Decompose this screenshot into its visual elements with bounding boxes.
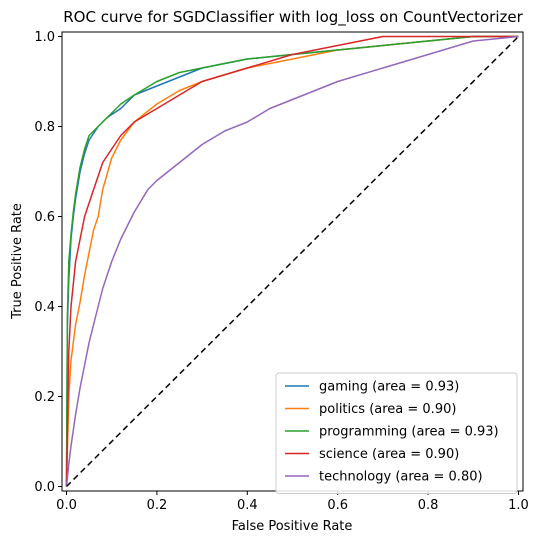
legend-label-0: gaming (area = 0.93): [319, 380, 459, 395]
x-tick-label: 0.4: [237, 498, 258, 513]
series-line-3: [65, 35, 519, 487]
y-tick-label: 0.4: [34, 300, 55, 315]
x-tick-label: 0.6: [327, 498, 348, 513]
y-tick-label: 0.0: [34, 480, 55, 495]
y-tick-label: 0.2: [34, 390, 55, 405]
x-tick-label: 1.0: [508, 498, 529, 513]
y-tick-label: 0.8: [34, 120, 55, 135]
x-tick-label: 0.0: [56, 498, 77, 513]
x-axis-ticks: 0.0 0.2 0.4 0.6 0.8 1.0: [56, 491, 529, 513]
legend-label-1: politics (area = 0.90): [319, 402, 456, 417]
x-tick-label: 0.2: [147, 498, 168, 513]
series-line-2: [65, 35, 519, 487]
legend-label-4: technology (area = 0.80): [319, 470, 483, 485]
legend: gaming (area = 0.93) politics (area = 0.9…: [275, 372, 518, 494]
y-tick-label: 0.6: [34, 210, 55, 225]
legend-box: [275, 372, 518, 494]
diagonal-layer: [65, 35, 520, 488]
y-axis-label: True Positive Rate: [10, 203, 25, 320]
plot-lines: [65, 35, 519, 487]
y-tick-label: 1.0: [34, 30, 55, 45]
y-axis-ticks: 0.0 0.2 0.4 0.6 0.8 1.0: [34, 30, 62, 495]
legend-label-3: science (area = 0.90): [319, 447, 459, 462]
legend-label-2: programming (area = 0.93): [319, 425, 499, 440]
x-axis-label: False Positive Rate: [232, 519, 353, 534]
chart-title: ROC curve for SGDClassifier with log_los…: [63, 8, 523, 27]
series-line-4: [65, 35, 519, 487]
chance-diagonal: [65, 35, 520, 488]
x-tick-label: 0.8: [418, 498, 439, 513]
